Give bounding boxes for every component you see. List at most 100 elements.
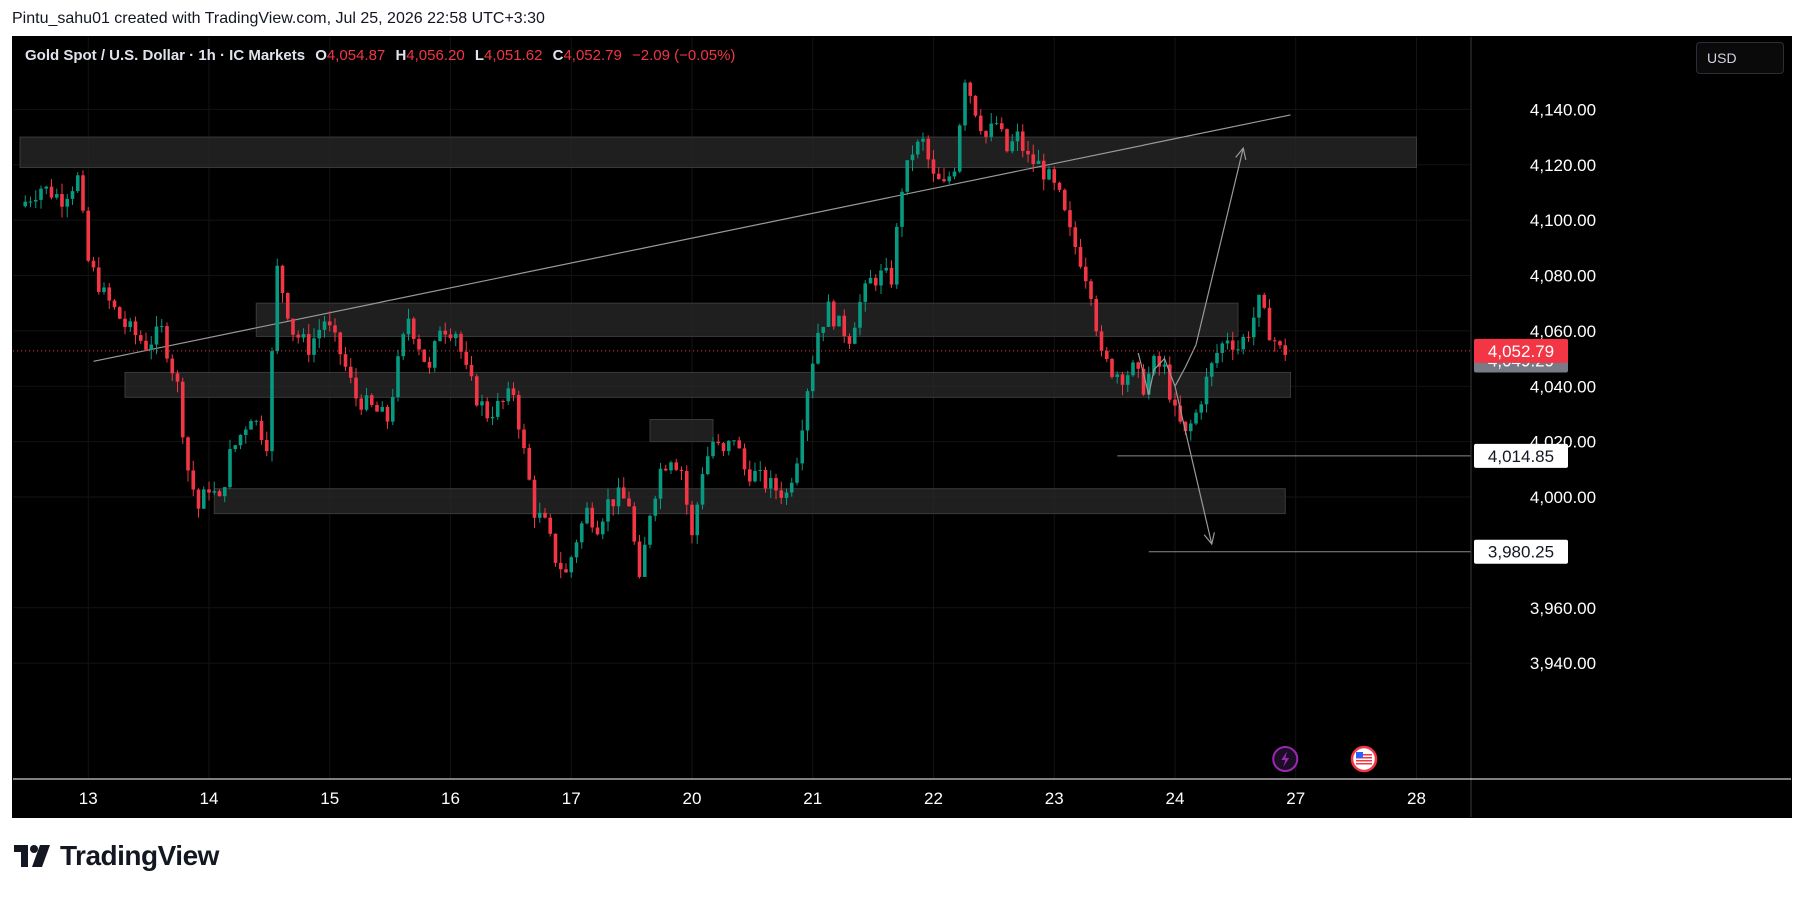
candle-body	[737, 440, 742, 449]
candle-body	[711, 441, 715, 457]
candle-body	[868, 277, 873, 284]
candle-body	[1094, 298, 1099, 332]
candle-body	[642, 544, 647, 577]
candle-body	[375, 404, 379, 412]
candle-body	[359, 398, 364, 410]
candle-body	[259, 420, 264, 440]
candle-body	[947, 176, 952, 182]
candle-body	[579, 523, 584, 543]
candle-body	[86, 210, 91, 261]
candle-body	[149, 344, 154, 350]
candle-body	[679, 469, 684, 472]
candle-body	[254, 420, 259, 422]
zone-box[interactable]	[255, 302, 1239, 337]
candle-body	[1047, 169, 1051, 180]
candle-body	[627, 498, 631, 507]
candle-body	[201, 489, 206, 509]
candle-body	[422, 349, 427, 362]
candle-body	[312, 338, 316, 355]
zone-box[interactable]	[19, 136, 1417, 169]
candle-body	[212, 491, 217, 493]
candle-body	[1136, 362, 1141, 369]
projection-arrow-up-head	[1235, 146, 1247, 160]
candle-body	[23, 201, 28, 207]
projection-arrow-down[interactable]	[1174, 386, 1213, 545]
footer: TradingView	[14, 840, 219, 872]
candle-body	[485, 401, 490, 419]
candle-body	[548, 517, 553, 534]
low-label: L	[474, 47, 485, 64]
chart-panel[interactable]: 3,940.00 3,960.00 4,000.00 4,020.00 4,040.00…	[12, 36, 1792, 818]
candle-body	[1236, 349, 1240, 351]
candle-body	[674, 462, 679, 470]
candle-body	[989, 123, 994, 137]
time-tick-label: 27	[1286, 789, 1305, 808]
tradingview-logo-icon	[14, 845, 50, 867]
flag-canton	[1356, 752, 1363, 758]
candle-body	[842, 315, 847, 337]
us-flag-icon[interactable]	[1350, 745, 1378, 773]
zone-box[interactable]	[213, 488, 1286, 515]
candle-body	[858, 301, 862, 328]
change-value: −2.09 (−0.05%)	[632, 47, 736, 64]
time-tick-label: 13	[79, 789, 98, 808]
candle-body	[1183, 421, 1188, 432]
candle-body	[270, 351, 274, 452]
candle-body	[44, 186, 49, 189]
zone-box[interactable]	[649, 418, 714, 443]
projection-zigzag[interactable]	[1137, 344, 1197, 395]
flag-stripe	[1356, 763, 1372, 765]
candle-body	[1283, 345, 1288, 355]
candle-body	[207, 489, 211, 493]
candle-body	[810, 363, 815, 392]
candle-body	[317, 329, 322, 339]
price-level-tag-bg	[1474, 539, 1568, 564]
candle-body	[753, 470, 757, 482]
currency-button[interactable]: USD	[1696, 42, 1784, 74]
candle-body	[511, 388, 516, 395]
candle-body	[133, 321, 138, 336]
candle-body	[249, 420, 253, 430]
candle-body	[569, 557, 574, 573]
candle-body	[1257, 294, 1261, 318]
candle-body	[1073, 227, 1078, 247]
candle-body	[721, 443, 726, 452]
price-tick-label: 4,120.00	[1530, 156, 1596, 175]
candle-body	[1272, 340, 1277, 342]
candle-body	[1262, 294, 1267, 308]
candle-body	[1026, 150, 1030, 155]
candle-body	[784, 492, 789, 498]
candle-body	[1015, 131, 1020, 142]
candle-body	[222, 487, 227, 497]
last-price-tag: 4,052.79	[1488, 342, 1554, 361]
legend: Gold Spot / U.S. Dollar · 1h · IC Market…	[25, 47, 735, 64]
candle-body	[553, 533, 558, 563]
candle-body	[1162, 364, 1167, 367]
candle-body	[144, 340, 148, 350]
candle-body	[532, 479, 537, 518]
candle-body	[448, 334, 453, 339]
candle-body	[401, 334, 406, 357]
price-tick-label: 3,960.00	[1530, 599, 1596, 618]
price-chart[interactable]: 3,940.003,960.004,000.004,020.004,040.00…	[13, 37, 1791, 817]
candle-body	[1099, 331, 1104, 351]
candle-body	[1204, 376, 1209, 405]
candle-body	[1052, 169, 1057, 183]
candle-body	[1005, 129, 1009, 152]
candle-body	[516, 394, 521, 430]
candle-body	[291, 318, 295, 335]
candle-body	[984, 131, 988, 137]
candle-body	[65, 198, 70, 207]
candle-body	[28, 201, 33, 203]
candle-body	[112, 300, 117, 308]
zone-box[interactable]	[124, 371, 1291, 398]
candle-body	[1089, 281, 1093, 299]
candle-body	[527, 448, 532, 480]
candle-body	[123, 318, 127, 328]
candle-body	[417, 338, 421, 350]
symbol-name[interactable]: Gold Spot / U.S. Dollar · 1h · IC Market…	[25, 47, 306, 64]
candle-body	[747, 469, 752, 482]
projection-arrow-up[interactable]	[1195, 148, 1244, 345]
candle-body	[894, 226, 899, 285]
candle-body	[690, 504, 694, 536]
